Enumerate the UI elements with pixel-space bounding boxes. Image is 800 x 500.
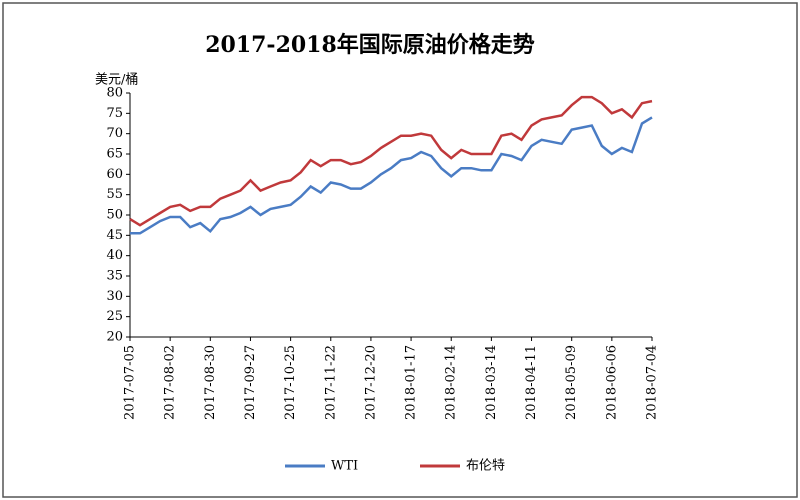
x-tick-label: 2017-09-27 [243, 345, 258, 420]
line-series [130, 116, 653, 235]
x-tick-label: 2018-04-11 [524, 345, 539, 420]
x-tick-label: 2018-01-17 [404, 345, 419, 420]
y-tick-label: 80 [106, 86, 123, 101]
y-tick-label: 50 [106, 208, 123, 223]
x-tick-label: 2017-08-30 [203, 345, 218, 420]
chart-title: 2017-2018年国际原油价格走势 [205, 32, 535, 58]
y-tick-label: 60 [106, 167, 123, 182]
x-tick-label: 2018-02-14 [444, 345, 459, 420]
legend-label: 布伦特 [466, 459, 505, 474]
y-tick-label: 75 [106, 106, 123, 121]
x-tick-label: 2017-12-20 [363, 345, 378, 420]
x-tick-label: 2017-07-05 [123, 345, 138, 420]
y-tick-label: 45 [106, 228, 123, 243]
y-tick-label: 65 [106, 147, 123, 162]
x-tick-label: 2018-03-14 [484, 345, 499, 420]
x-tick-label: 2017-08-02 [163, 345, 178, 420]
legend-label: WTI [331, 459, 358, 474]
x-tick-label: 2018-06-06 [604, 345, 619, 420]
y-tick-label: 35 [106, 269, 123, 284]
x-tick-label: 2017-10-25 [283, 345, 298, 420]
x-tick-label: 2017-11-22 [323, 345, 338, 420]
y-tick-label: 40 [106, 248, 123, 263]
y-tick-label: 55 [106, 187, 123, 202]
x-tick-label: 2018-05-09 [564, 345, 579, 420]
y-tick-label: 30 [106, 289, 123, 304]
y-axis-label: 美元/桶 [95, 73, 138, 88]
y-tick-label: 20 [106, 330, 123, 345]
y-tick-label: 25 [106, 309, 123, 324]
y-tick-label: 70 [106, 126, 123, 141]
line-series [129, 95, 653, 227]
x-tick-label: 2018-07-04 [645, 345, 660, 420]
